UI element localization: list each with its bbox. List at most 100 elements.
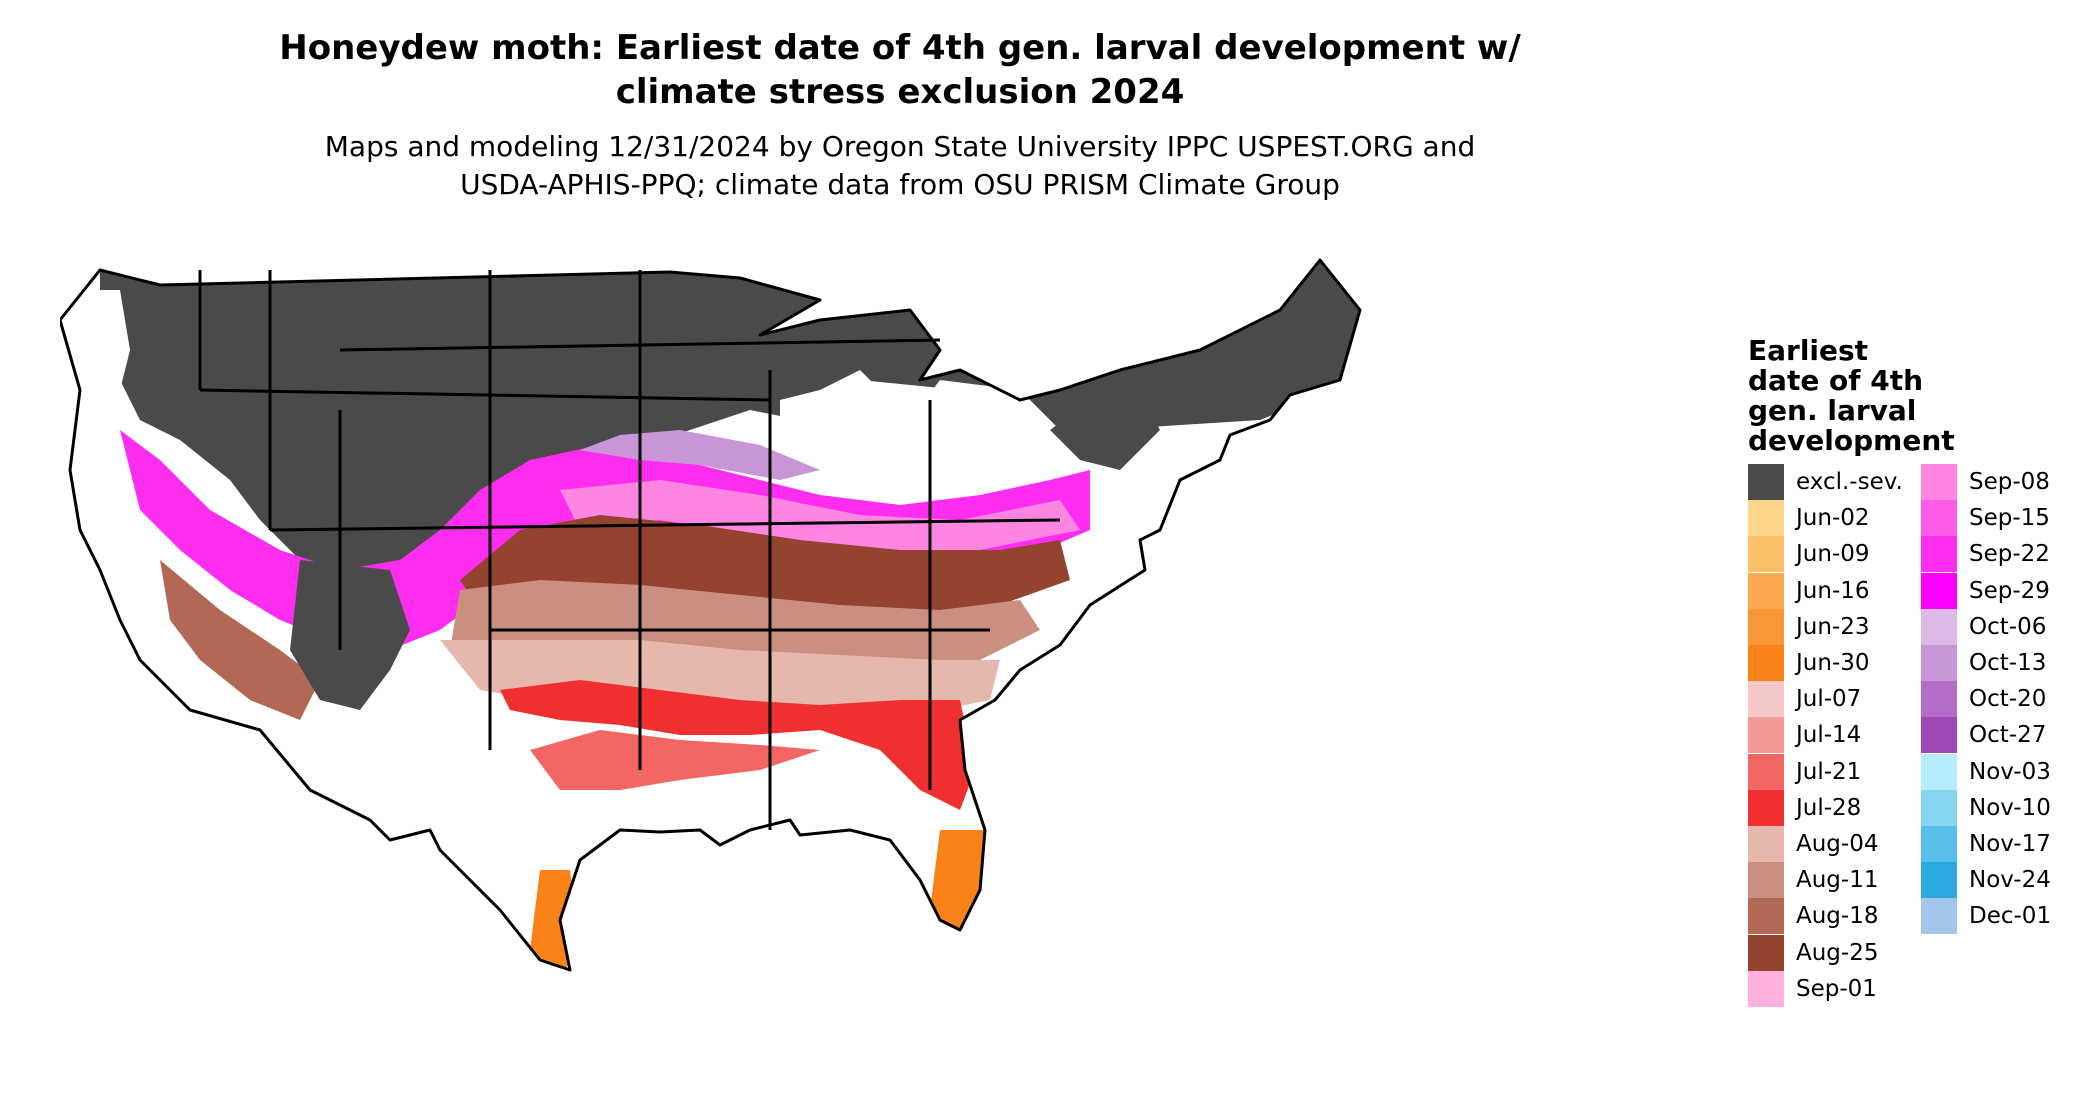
legend-item: Oct-27 (1921, 717, 2091, 754)
legend-item: Dec-01 (1921, 898, 2091, 935)
legend-item: Jun-30 (1748, 645, 1918, 681)
legend-swatch (1921, 572, 1957, 609)
boundary-row-3 (269, 518, 1061, 532)
legend-swatch (1748, 970, 1784, 1007)
legend-label: Jul-28 (1796, 794, 1862, 821)
legend-swatch (1921, 717, 1957, 754)
legend-swatch (1921, 826, 1957, 862)
legend-label: Nov-17 (1969, 831, 2051, 857)
legend-swatch (1748, 500, 1784, 537)
legend-item: Nov-03 (1921, 753, 2091, 790)
excluded-region-arizona (290, 560, 410, 710)
map-subtitle: Maps and modeling 12/31/2024 by Oregon S… (110, 128, 1690, 204)
legend-item: Sep-22 (1921, 536, 2091, 573)
title-line-1: Honeydew moth: Earliest date of 4th gen.… (279, 28, 1521, 68)
legend-item: Aug-11 (1748, 862, 1918, 899)
legend-item: Aug-18 (1748, 898, 1918, 935)
legend-swatch (1748, 862, 1784, 899)
legend-item: Sep-01 (1748, 970, 1918, 1007)
legend-label: Jul-07 (1796, 686, 1862, 713)
legend-label: Nov-10 (1969, 794, 2051, 821)
subtitle-line-1: Maps and modeling 12/31/2024 by Oregon S… (324, 130, 1476, 163)
legend-item: Sep-15 (1921, 500, 2091, 537)
legend-item: Aug-04 (1748, 826, 1918, 862)
legend-item: Jul-07 (1748, 681, 1918, 718)
legend-swatch (1748, 536, 1784, 573)
legend-swatch (1748, 753, 1784, 790)
legend-label: Jun-30 (1796, 650, 1870, 676)
map-title: Honeydew moth: Earliest date of 4th gen.… (110, 26, 1690, 114)
legend-title-line-3: gen. larval (1748, 394, 1917, 427)
legend-item: Oct-06 (1921, 608, 2091, 645)
legend-item: Jun-02 (1748, 500, 1918, 537)
legend-label: Aug-04 (1796, 831, 1879, 857)
legend-swatch (1748, 789, 1784, 826)
legend-swatch (1748, 608, 1784, 645)
legend-swatch (1748, 934, 1784, 971)
legend-swatch (1921, 645, 1957, 681)
white-region-ohio-valley (780, 380, 1060, 500)
legend-label: Oct-06 (1969, 613, 2047, 640)
legend-item: Jul-14 (1748, 717, 1918, 754)
legend-item: Jul-21 (1748, 753, 1918, 790)
legend-swatch (1921, 753, 1957, 790)
legend-item: Jun-16 (1748, 572, 1918, 609)
legend-label: Jul-14 (1796, 722, 1862, 749)
excluded-region-appalachian (1050, 390, 1160, 470)
legend-label: Dec-01 (1969, 903, 2052, 930)
legend-label: Jul-21 (1796, 758, 1862, 785)
boundary-row-1 (339, 338, 941, 352)
sep-light-band (560, 480, 1080, 550)
map-fill-layer (60, 260, 1360, 970)
legend-swatch (1748, 898, 1784, 935)
legend-label: Nov-03 (1969, 758, 2051, 785)
legend-swatch (1748, 464, 1784, 500)
legend-swatch (1921, 536, 1957, 573)
legend-swatch (1748, 826, 1784, 862)
aug-sw-band (160, 560, 320, 720)
legend-item: Sep-08 (1921, 464, 2091, 500)
legend-swatch (1748, 717, 1784, 754)
legend-item: Oct-13 (1921, 645, 2091, 681)
us-phenology-map (60, 258, 1362, 972)
legend-label: excl.-sev. (1796, 469, 1903, 495)
legend-swatch (1748, 645, 1784, 681)
legend-title-line-4: development (1748, 424, 1955, 457)
legend-swatch (1921, 608, 1957, 645)
legend-item: Oct-20 (1921, 681, 2091, 718)
legend-label: Oct-27 (1969, 722, 2047, 749)
legend-label: Aug-18 (1796, 903, 1879, 930)
legend-label: Jun-02 (1796, 505, 1870, 532)
map-legend: Earliest date of 4th gen. larval develop… (1748, 336, 2088, 1036)
legend-label: Jun-23 (1796, 613, 1870, 640)
legend-label: Jun-16 (1796, 577, 1870, 604)
title-line-2: climate stress exclusion 2024 (615, 72, 1185, 112)
legend-label: Jun-09 (1796, 541, 1870, 568)
legend-swatch (1921, 500, 1957, 537)
legend-swatch (1921, 464, 1957, 500)
legend-title-line-1: Earliest (1748, 334, 1869, 367)
jul-gulf-band (500, 680, 975, 810)
legend-swatch (1748, 572, 1784, 609)
legend-item: Jun-23 (1748, 608, 1918, 645)
legend-label: Oct-13 (1969, 650, 2047, 676)
legend-item: Jun-09 (1748, 536, 1918, 573)
legend-swatch (1921, 862, 1957, 899)
legend-item: Jul-28 (1748, 789, 1918, 826)
legend-item: Nov-17 (1921, 826, 2091, 862)
state-boundaries (60, 258, 1362, 972)
legend-label: Aug-25 (1796, 939, 1879, 966)
legend-title: Earliest date of 4th gen. larval develop… (1748, 336, 2008, 456)
legend-label: Sep-08 (1969, 469, 2050, 495)
legend-swatch (1748, 681, 1784, 718)
legend-item: Aug-25 (1748, 934, 1918, 971)
legend-label: Oct-20 (1969, 686, 2047, 713)
legend-label: Sep-01 (1796, 975, 1877, 1002)
legend-item: excl.-sev. (1748, 464, 1918, 500)
subtitle-line-2: USDA-APHIS-PPQ; climate data from OSU PR… (460, 168, 1340, 201)
legend-label: Sep-22 (1969, 541, 2050, 568)
jul-light-band (530, 730, 820, 790)
legend-label: Aug-11 (1796, 867, 1879, 894)
boundary-row-2 (199, 388, 771, 402)
legend-label: Nov-24 (1969, 867, 2051, 894)
